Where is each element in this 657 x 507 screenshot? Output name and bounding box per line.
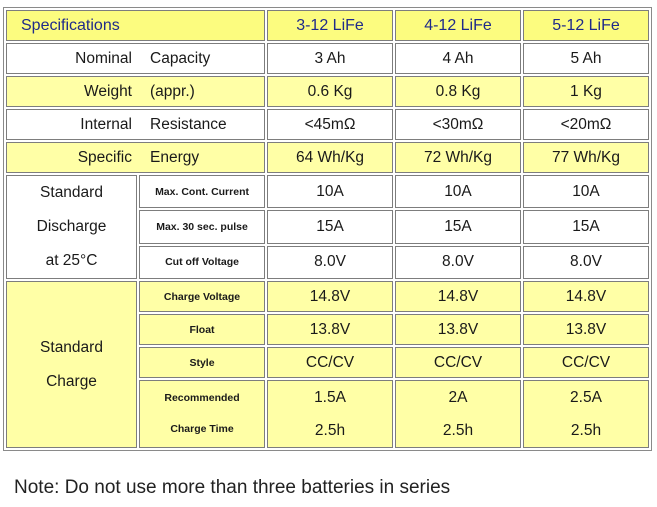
value-cell: 8.0V xyxy=(522,245,649,279)
energy-row: Specific Energy 64 Wh/Kg 72 Wh/Kg 77 Wh/K… xyxy=(6,142,649,173)
value-cell: 4 Ah xyxy=(395,43,521,74)
value-cell: 5 Ah xyxy=(522,43,649,74)
row-label-part: Resistance xyxy=(150,115,227,133)
row-label: Weight (appr.) xyxy=(6,76,266,107)
charge-group-label: Standard Charge xyxy=(6,281,138,448)
charge-row: Style CC/CV CC/CV CC/CV xyxy=(6,347,649,378)
value-cell: 13.8V xyxy=(395,314,521,345)
weight-row: Weight (appr.) 0.6 Kg 0.8 Kg 1 Kg xyxy=(6,76,649,107)
sub-label-line: Charge Time xyxy=(170,423,234,435)
header-row: Specifications 3-12 LiFe 4-12 LiFe 5-12 … xyxy=(6,10,649,41)
sub-label: Max. Cont. Current xyxy=(139,175,266,209)
value-cell: 15A xyxy=(522,210,649,244)
value-line: 2.5h xyxy=(314,422,346,439)
value-cell: CC/CV xyxy=(267,347,393,378)
value-line: 2.5A xyxy=(570,389,602,406)
capacity-row: Nominal Capacity 3 Ah 4 Ah 5 Ah xyxy=(6,43,649,74)
discharge-row: Max. 30 sec. pulse 15A 15A 15A xyxy=(6,210,649,244)
series-note: Note: Do not use more than three batteri… xyxy=(14,477,451,498)
value-cell: 15A xyxy=(267,210,393,244)
model-header: 5-12 LiFe xyxy=(522,10,649,41)
charge-time-row: Recommended Charge Time 1.5A 2.5h 2A 2.5… xyxy=(6,380,649,448)
row-label: Nominal Capacity xyxy=(6,43,266,74)
value-line: 1.5A xyxy=(314,389,346,406)
group-label-line: Standard xyxy=(40,184,103,201)
value-cell: 13.8V xyxy=(522,314,649,345)
value-line: 2.5h xyxy=(442,422,474,439)
value-cell: 14.8V xyxy=(522,281,649,312)
value-cell: 14.8V xyxy=(267,281,393,312)
sub-label: Cut off Voltage xyxy=(139,245,266,279)
value-cell: 10A xyxy=(395,175,521,209)
value-cell: 8.0V xyxy=(267,245,393,279)
charge-row: Float 13.8V 13.8V 13.8V xyxy=(6,314,649,345)
value-cell: <45mΩ xyxy=(267,109,393,140)
row-label-part: (appr.) xyxy=(150,82,195,100)
value-line: 2A xyxy=(448,389,468,406)
value-cell: 0.8 Kg xyxy=(395,76,521,107)
group-label-line: Discharge xyxy=(36,218,107,235)
value-line: 2.5h xyxy=(570,422,602,439)
value-cell: 14.8V xyxy=(395,281,521,312)
value-cell: 8.0V xyxy=(395,245,521,279)
row-label-part: Internal xyxy=(80,115,132,133)
value-cell: CC/CV xyxy=(522,347,649,378)
charge-row: Standard Charge Charge Voltage 14.8V 14.… xyxy=(6,281,649,448)
value-cell: <30mΩ xyxy=(395,109,521,140)
sub-label: Float xyxy=(139,314,266,345)
sub-label-line: Recommended xyxy=(164,392,240,404)
value-cell: 1 Kg xyxy=(522,76,649,107)
group-label-line: Standard xyxy=(40,338,103,356)
group-label-line: at 25°C xyxy=(45,252,98,269)
row-label-part: Capacity xyxy=(150,49,211,67)
model-header: 4-12 LiFe xyxy=(395,10,521,41)
specifications-header: Specifications xyxy=(6,10,266,41)
sub-label: Recommended Charge Time xyxy=(139,380,266,448)
row-label: Specific Energy xyxy=(6,142,266,173)
discharge-group-label: Standard Discharge at 25°C xyxy=(6,175,138,279)
discharge-row: Cut off Voltage 8.0V 8.0V 8.0V xyxy=(6,245,649,279)
value-cell: 13.8V xyxy=(267,314,393,345)
specifications-table: Specifications 3-12 LiFe 4-12 LiFe 5-12 … xyxy=(3,7,652,451)
value-cell: CC/CV xyxy=(395,347,521,378)
value-cell: 10A xyxy=(267,175,393,209)
sub-label: Style xyxy=(139,347,266,378)
value-cell: 0.6 Kg xyxy=(267,76,393,107)
sub-label: Max. 30 sec. pulse xyxy=(139,210,266,244)
row-label-part: Energy xyxy=(150,148,200,166)
value-cell: <20mΩ xyxy=(522,109,649,140)
value-cell: 77 Wh/Kg xyxy=(522,142,649,173)
value-cell: 15A xyxy=(395,210,521,244)
row-label-part: Nominal xyxy=(75,49,132,67)
value-cell: 72 Wh/Kg xyxy=(395,142,521,173)
discharge-row: Standard Discharge at 25°C Max. Cont. Cu… xyxy=(6,175,649,279)
value-cell: 64 Wh/Kg xyxy=(267,142,393,173)
value-cell: 2.5A 2.5h xyxy=(522,380,649,448)
value-cell: 1.5A 2.5h xyxy=(267,380,393,448)
value-cell: 3 Ah xyxy=(267,43,393,74)
model-header: 3-12 LiFe xyxy=(267,10,393,41)
row-label-part: Weight xyxy=(84,82,132,100)
sub-label: Charge Voltage xyxy=(139,281,266,312)
value-cell: 10A xyxy=(522,175,649,209)
resistance-row: Internal Resistance <45mΩ <30mΩ <20mΩ xyxy=(6,109,649,140)
value-cell: 2A 2.5h xyxy=(395,380,521,448)
group-label-line: Charge xyxy=(46,372,97,390)
row-label: Internal Resistance xyxy=(6,109,266,140)
row-label-part: Specific xyxy=(77,148,132,166)
